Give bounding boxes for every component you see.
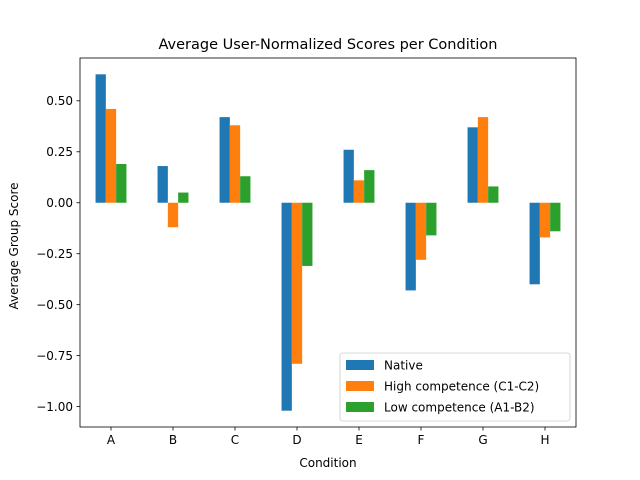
bar-B-series-2 xyxy=(167,202,179,228)
x-axis-label: Condition xyxy=(299,456,356,470)
bar-F-series-1 xyxy=(405,202,416,291)
bar-G-series-1 xyxy=(467,127,478,203)
y-axis-label: Average Group Score xyxy=(7,182,21,309)
plot-frame xyxy=(79,57,577,428)
bar-C-series-2 xyxy=(229,125,241,203)
x-tick-label-B: B xyxy=(169,433,177,447)
chart-title: Average User-Normalized Scores per Condi… xyxy=(158,37,497,53)
legend-swatch-2 xyxy=(346,381,374,391)
bar-H-series-2 xyxy=(539,202,551,238)
y-tick-label-0: −1.00 xyxy=(36,400,73,414)
y-tick-label-3: −0.25 xyxy=(36,247,73,261)
legend-swatch-3 xyxy=(346,402,374,412)
legend-swatch-1 xyxy=(346,360,374,370)
legend: Native High competence (C1-C2) Low compete… xyxy=(339,352,571,422)
y-tick-label-4: 0.00 xyxy=(46,196,73,210)
x-tick-label-E: E xyxy=(355,433,363,447)
bar-E-series-2 xyxy=(353,180,365,203)
y-tick-label-1: −0.75 xyxy=(36,349,73,363)
bar-C-series-3 xyxy=(240,176,251,203)
legend-label-2: High competence (C1-C2) xyxy=(384,380,539,394)
bar-E-series-1 xyxy=(343,149,354,203)
x-tick-label-H: H xyxy=(540,433,549,447)
y-tick-label-5: 0.25 xyxy=(46,145,73,159)
y-tick-label-6: 0.50 xyxy=(46,94,73,108)
x-tick-label-C: C xyxy=(231,433,239,447)
bar-A-series-3 xyxy=(116,164,127,203)
bar-A-series-2 xyxy=(105,108,117,203)
bars-layer xyxy=(95,74,561,411)
bar-F-series-2 xyxy=(415,202,427,260)
bar-A-series-1 xyxy=(95,74,106,203)
bar-D-series-2 xyxy=(291,202,303,364)
legend-label-1: Native xyxy=(384,359,423,373)
bar-D-series-1 xyxy=(281,202,292,411)
x-tick-label-F: F xyxy=(418,433,425,447)
x-axis: A B C D E F G H xyxy=(107,427,550,447)
x-tick-label-G: G xyxy=(478,433,487,447)
y-axis: −1.00 −0.75 −0.50 −0.25 0.00 0.25 0.50 xyxy=(36,94,80,414)
x-tick-label-D: D xyxy=(292,433,301,447)
legend-box xyxy=(339,352,571,422)
x-tick-label-A: A xyxy=(107,433,116,447)
bar-B-series-3 xyxy=(178,192,189,203)
bar-E-series-3 xyxy=(364,170,375,203)
bar-C-series-1 xyxy=(219,117,230,203)
bar-D-series-3 xyxy=(302,202,313,266)
bar-F-series-3 xyxy=(426,202,437,236)
bar-G-series-2 xyxy=(477,117,489,203)
legend-label-3: Low competence (A1-B2) xyxy=(384,401,535,415)
bar-H-series-1 xyxy=(529,202,540,285)
bar-H-series-3 xyxy=(550,202,561,232)
y-tick-label-2: −0.50 xyxy=(36,298,73,312)
bar-G-series-3 xyxy=(488,186,499,203)
bar-B-series-1 xyxy=(157,166,168,203)
